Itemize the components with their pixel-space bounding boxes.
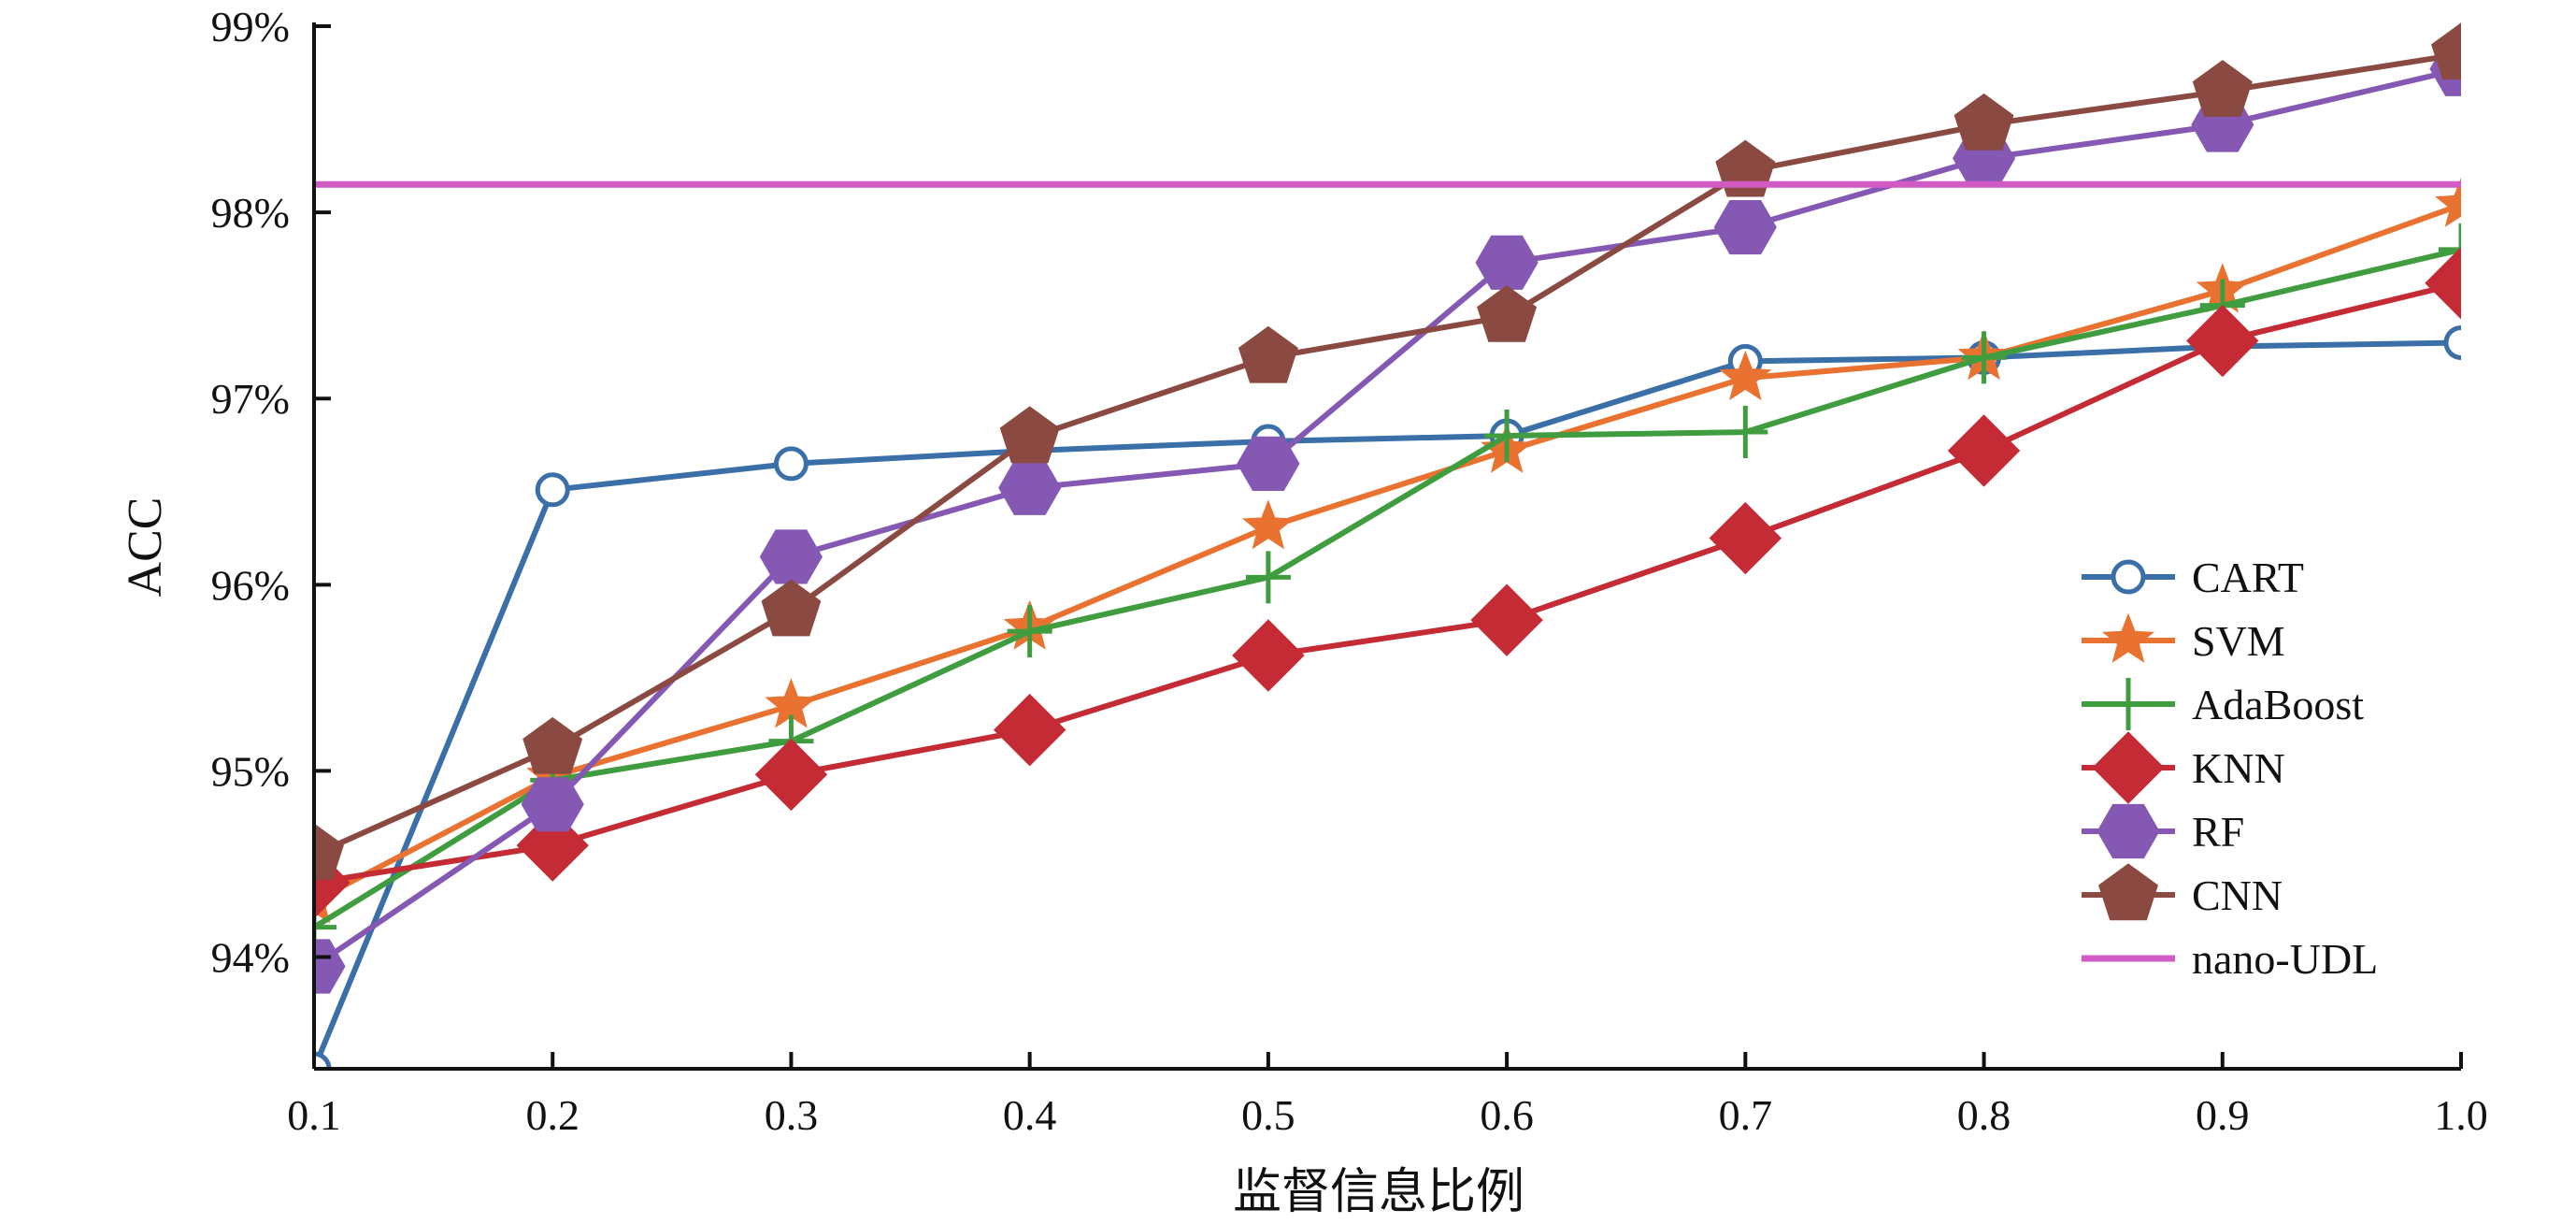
data-point-knn <box>1470 583 1543 656</box>
data-point-adaboost <box>2439 223 2461 276</box>
data-point-cart <box>2443 324 2461 360</box>
data-point-adaboost <box>1245 551 1291 604</box>
legend-item-svm: SVM <box>2082 612 2285 665</box>
data-point-knn <box>1947 414 2021 487</box>
data-point-knn <box>993 693 1066 767</box>
data-point-cnn <box>2192 60 2253 117</box>
data-point-rf <box>1713 200 1777 255</box>
data-point-cnn <box>1477 284 1538 342</box>
series-layer <box>314 22 2461 1071</box>
legend-marker <box>2106 678 2151 730</box>
legend-label: nano-UDL <box>2192 935 2378 983</box>
data-point-svm <box>2435 177 2461 227</box>
data-point-knn <box>1232 619 1305 692</box>
data-point-knn <box>1709 501 1782 575</box>
legend-item-knn: KNN <box>2082 731 2285 804</box>
data-point-rf <box>314 939 346 994</box>
legend-label: KNN <box>2192 744 2285 792</box>
legend-marker <box>2092 731 2165 804</box>
legend: CART SVM AdaBoost KNN RF CNN nano-UDL <box>2082 554 2378 983</box>
legend-label: SVM <box>2192 617 2285 665</box>
data-point-cnn <box>1238 325 1298 383</box>
legend-marker <box>2111 559 2146 595</box>
data-point-cart <box>773 446 809 482</box>
series-line-cart <box>314 339 2461 1071</box>
data-point-svm <box>1241 499 1295 550</box>
data-point-adaboost <box>1484 410 1530 463</box>
x-tick-label: 0.3 <box>765 1091 819 1139</box>
data-point-rf <box>521 777 584 832</box>
series-line-svm <box>314 202 2461 904</box>
series-svm <box>314 177 2461 924</box>
y-tick-label: 97% <box>211 375 290 423</box>
series-adaboost <box>314 223 2461 954</box>
data-point-rf <box>1475 235 1538 290</box>
series-line-knn <box>314 280 2461 886</box>
x-tick-label: 0.6 <box>1480 1091 1534 1139</box>
data-point-rf <box>998 460 1062 515</box>
legend-item-adaboost: AdaBoost <box>2082 678 2364 730</box>
series-line-adaboost <box>314 246 2461 930</box>
axes: 0.1 0.2 0.3 0.4 0.5 0.6 0.7 0.8 0.9 1.0 94% 95% 96% 9… <box>211 3 2488 1139</box>
data-point-cnn <box>2431 22 2461 80</box>
x-tick-label: 0.1 <box>287 1091 341 1139</box>
legend-item-nano-udl: nano-UDL <box>2082 935 2378 983</box>
data-point-cnn <box>522 716 583 774</box>
x-tick-label: 0.5 <box>1241 1091 1295 1139</box>
legend-marker <box>2102 612 2154 663</box>
legend-marker <box>2097 803 2160 859</box>
data-point-rf <box>1237 436 1300 491</box>
legend-marker <box>2098 863 2158 921</box>
y-tick-label: 96% <box>211 561 290 609</box>
legend-label: CART <box>2192 554 2304 601</box>
data-point-cnn <box>1953 93 2014 151</box>
legend-label: AdaBoost <box>2192 681 2364 728</box>
data-point-knn <box>2425 247 2461 320</box>
y-tick-label: 95% <box>211 747 290 795</box>
series-knn <box>314 247 2461 919</box>
y-tick-label: 94% <box>211 934 290 982</box>
data-point-knn <box>2186 304 2259 378</box>
legend-item-cnn: CNN <box>2082 863 2283 921</box>
data-point-cart <box>535 472 570 508</box>
legend-label: RF <box>2192 808 2244 856</box>
x-tick-label: 0.2 <box>525 1091 580 1139</box>
data-point-cnn <box>314 823 344 881</box>
x-tick-label: 0.8 <box>1957 1091 2011 1139</box>
data-point-adaboost <box>1723 406 1768 459</box>
series-line-cnn <box>314 50 2461 857</box>
data-point-cnn <box>761 579 822 637</box>
x-axis-title: 监督信息比例 <box>1233 1166 1524 1219</box>
legend-label: CNN <box>2192 871 2283 919</box>
y-tick-label: 98% <box>211 189 290 237</box>
data-point-adaboost <box>314 900 336 954</box>
x-tick-label: 0.9 <box>2196 1091 2250 1139</box>
data-point-cnn <box>1715 139 1776 197</box>
legend-item-rf: RF <box>2082 803 2244 859</box>
y-axis-title: ACC <box>119 497 172 598</box>
data-point-rf <box>759 529 823 584</box>
x-tick-label: 0.7 <box>1719 1091 1773 1139</box>
data-point-knn <box>754 738 828 812</box>
data-point-svm <box>1719 350 1772 401</box>
data-point-adaboost <box>1007 605 1052 658</box>
legend-item-cart: CART <box>2082 554 2304 601</box>
data-point-adaboost <box>1961 331 2007 384</box>
x-tick-label: 1.0 <box>2434 1091 2488 1139</box>
data-point-cnn <box>999 406 1060 464</box>
y-tick-label: 99% <box>211 3 290 50</box>
series-cnn <box>314 22 2461 881</box>
x-tick-label: 0.4 <box>1003 1091 1057 1139</box>
